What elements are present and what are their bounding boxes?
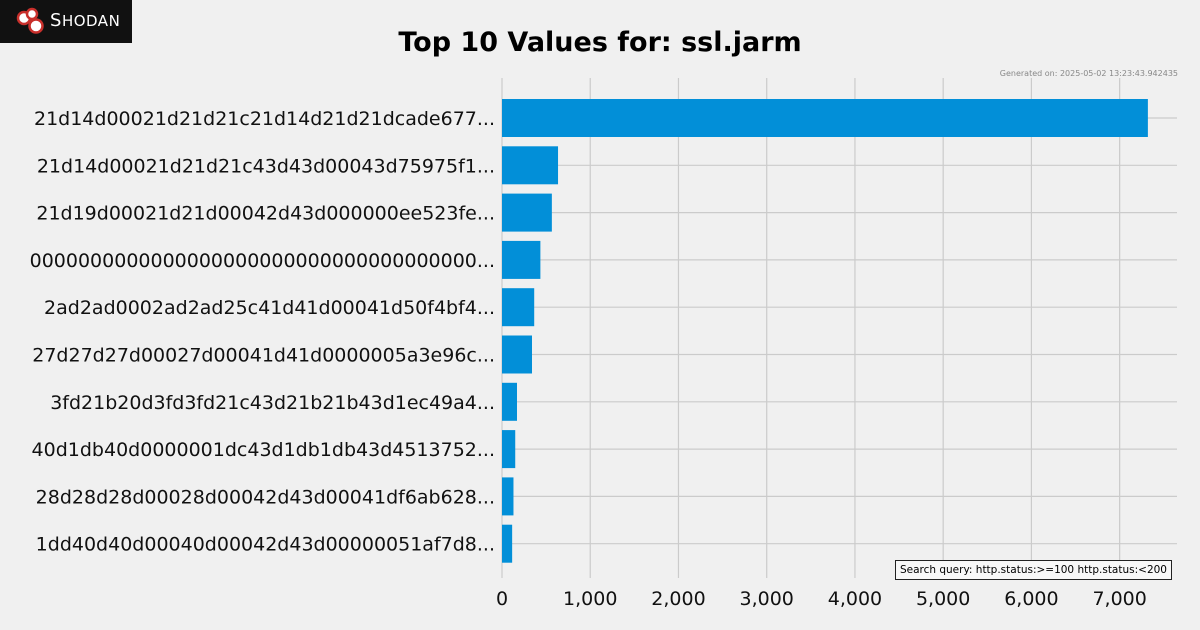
category-label: 21d14d00021d21d21c43d43d00043d75975f1... [37,155,495,177]
bar [502,240,541,279]
x-tick-label: 6,000 [1004,588,1058,610]
generated-timestamp: Generated on: 2025-05-02 13:23:43.942435 [999,69,1178,78]
chart-title: Top 10 Values for: ssl.jarm [398,27,802,58]
logo-wordmark: SHODAN [50,10,121,31]
x-tick-label: 2,000 [651,588,705,610]
category-label: 2ad2ad0002ad2ad25c41d41d00041d50f4bf4... [44,297,495,319]
bar [502,146,559,185]
bar [502,477,514,516]
bar [502,288,535,327]
bar [502,524,513,563]
bar [502,99,1148,137]
category-label: 1dd40d40d00040d00042d43d00000051af7d8... [36,534,495,556]
category-label: 28d28d28d00028d00042d43d00041df6ab628... [36,486,495,508]
category-label: 3fd21b20d3fd3fd21c43d21b21b43d1ec49a4... [50,392,495,414]
category-label: 0000000000000000000000000000000000000... [30,250,495,272]
category-label: 21d19d00021d21d00042d43d000000ee523fe... [36,203,495,225]
category-label: 27d27d27d00027d00041d41d0000005a3e96c... [32,345,495,367]
shodan-logo-icon [16,7,44,34]
search-query-box: Search query: http.status:>=100 http.sta… [894,560,1172,580]
bar [502,193,552,232]
bar [502,335,532,374]
bar [502,430,516,469]
x-tick-label: 1,000 [563,588,617,610]
x-tick-label: 3,000 [740,588,794,610]
x-tick-label: 0 [496,588,508,610]
x-tick-label: 7,000 [1092,588,1146,610]
x-tick-label: 5,000 [916,588,970,610]
x-tick-label: 4,000 [828,588,882,610]
category-label: 40d1db40d0000001dc43d1db1db43d4513752... [32,439,495,461]
category-label: 21d14d00021d21d21c21d14d21d21dcade677... [34,108,495,130]
shodan-logo[interactable]: SHODAN [0,0,132,43]
bar [502,382,517,421]
